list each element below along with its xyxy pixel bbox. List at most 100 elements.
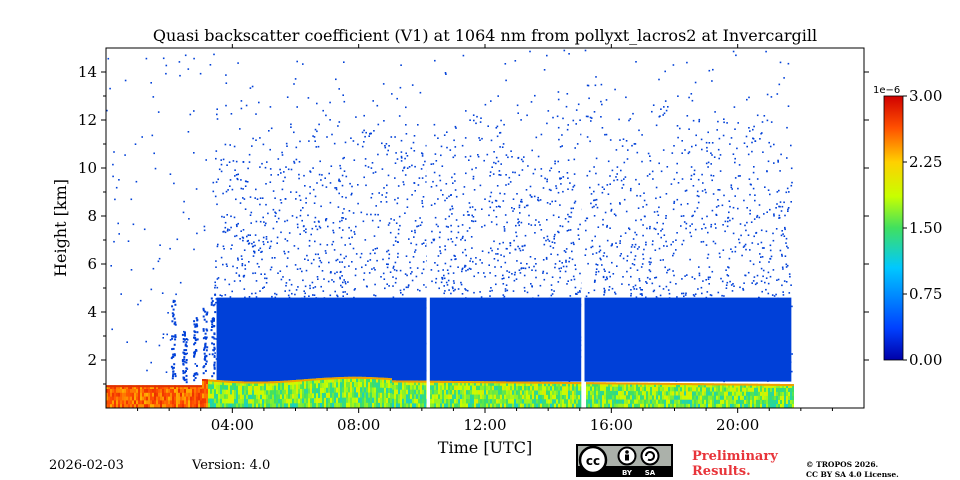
signal-speckle	[643, 248, 645, 251]
boundary-layer-cell	[156, 404, 158, 409]
signal-speckle	[284, 290, 286, 292]
signal-speckle	[631, 144, 633, 147]
boundary-layer-cell	[364, 402, 366, 409]
boundary-layer-cell	[176, 385, 178, 390]
signal-speckle	[470, 236, 473, 238]
signal-speckle	[539, 284, 542, 287]
signal-speckle	[769, 145, 772, 148]
boundary-layer-cell	[232, 385, 234, 391]
signal-speckle	[455, 195, 458, 198]
signal-speckle	[664, 70, 666, 73]
signal-speckle	[496, 125, 499, 128]
signal-speckle	[464, 288, 466, 290]
signal-speckle	[303, 230, 305, 232]
signal-speckle	[430, 241, 433, 244]
signal-speckle	[280, 202, 283, 204]
boundary-layer-edge	[238, 381, 240, 384]
signal-speckle	[235, 160, 238, 163]
signal-spike	[212, 317, 215, 320]
signal-speckle	[330, 165, 333, 167]
signal-speckle	[397, 228, 400, 231]
boundary-layer-cell	[286, 394, 288, 400]
boundary-layer-edge	[120, 385, 122, 388]
boundary-layer-cell	[250, 386, 252, 391]
signal-speckle	[641, 134, 643, 136]
boundary-layer-cell	[258, 381, 260, 387]
signal-speckle	[727, 266, 729, 268]
signal-speckle	[413, 182, 415, 184]
boundary-layer-cell	[134, 404, 136, 409]
signal-speckle	[781, 255, 783, 257]
signal-speckle	[749, 249, 751, 251]
signal-speckle	[271, 257, 274, 259]
signal-speckle	[725, 269, 727, 271]
boundary-layer-edge	[342, 377, 344, 379]
signal-speckle	[270, 127, 273, 130]
signal-spike	[172, 370, 175, 373]
signal-speckle	[376, 259, 378, 262]
signal-speckle	[738, 241, 741, 244]
boundary-layer-cell	[378, 392, 380, 399]
signal-speckle	[213, 53, 215, 56]
signal-speckle	[603, 291, 606, 294]
signal-speckle	[383, 278, 386, 280]
boundary-layer-cell	[434, 389, 436, 395]
signal-speckle	[219, 294, 222, 296]
signal-speckle	[781, 205, 784, 208]
boundary-layer-cell	[182, 392, 184, 398]
signal-speckle	[274, 257, 276, 259]
signal-speckle	[769, 244, 772, 247]
boundary-layer-cell	[270, 394, 272, 400]
signal-speckle	[645, 296, 647, 299]
boundary-layer-cell	[278, 399, 280, 404]
boundary-layer-cell	[336, 392, 338, 399]
signal-speckle	[717, 291, 720, 294]
signal-speckle	[606, 226, 608, 228]
signal-speckle	[186, 352, 188, 355]
signal-speckle	[332, 222, 335, 224]
boundary-layer-cell	[274, 403, 276, 409]
signal-speckle	[642, 206, 644, 208]
boundary-layer-cell	[118, 396, 120, 401]
signal-speckle	[481, 226, 483, 228]
boundary-layer-cell	[262, 390, 264, 396]
signal-speckle	[228, 161, 231, 163]
signal-speckle	[688, 151, 691, 153]
signal-speckle	[594, 199, 596, 201]
boundary-layer-cell	[184, 400, 186, 405]
boundary-layer-cell	[440, 394, 442, 400]
boundary-layer-cell	[128, 400, 130, 405]
signal-speckle	[329, 294, 332, 297]
signal-speckle	[491, 249, 493, 252]
signal-speckle	[461, 144, 464, 147]
signal-speckle	[231, 188, 234, 191]
signal-speckle	[465, 110, 467, 112]
boundary-layer-cell	[440, 385, 442, 391]
boundary-layer-cell	[400, 380, 402, 386]
signal-speckle	[354, 288, 356, 290]
boundary-layer-cell	[208, 384, 210, 390]
boundary-layer-edge	[466, 381, 468, 384]
signal-speckle	[531, 149, 533, 152]
boundary-layer-cell	[336, 397, 338, 404]
signal-speckle	[498, 174, 500, 176]
signal-speckle	[283, 250, 285, 253]
boundary-layer-cell	[130, 400, 132, 405]
boundary-layer-cell	[188, 400, 190, 405]
signal-speckle	[629, 118, 632, 120]
boundary-layer-cell	[158, 389, 160, 394]
boundary-layer-cell	[374, 387, 376, 394]
signal-speckle	[443, 134, 446, 136]
boundary-layer-cell	[170, 396, 172, 401]
signal-speckle	[394, 136, 396, 138]
signal-spike	[205, 337, 207, 340]
boundary-layer-edge	[432, 380, 434, 383]
boundary-layer-cell	[484, 381, 486, 387]
signal-speckle	[318, 221, 320, 223]
boundary-layer-cell	[224, 403, 226, 409]
signal-speckle	[165, 371, 168, 373]
boundary-layer-cell	[316, 403, 318, 409]
signal-speckle	[228, 283, 231, 286]
signal-speckle	[331, 243, 333, 246]
signal-speckle	[146, 369, 148, 372]
